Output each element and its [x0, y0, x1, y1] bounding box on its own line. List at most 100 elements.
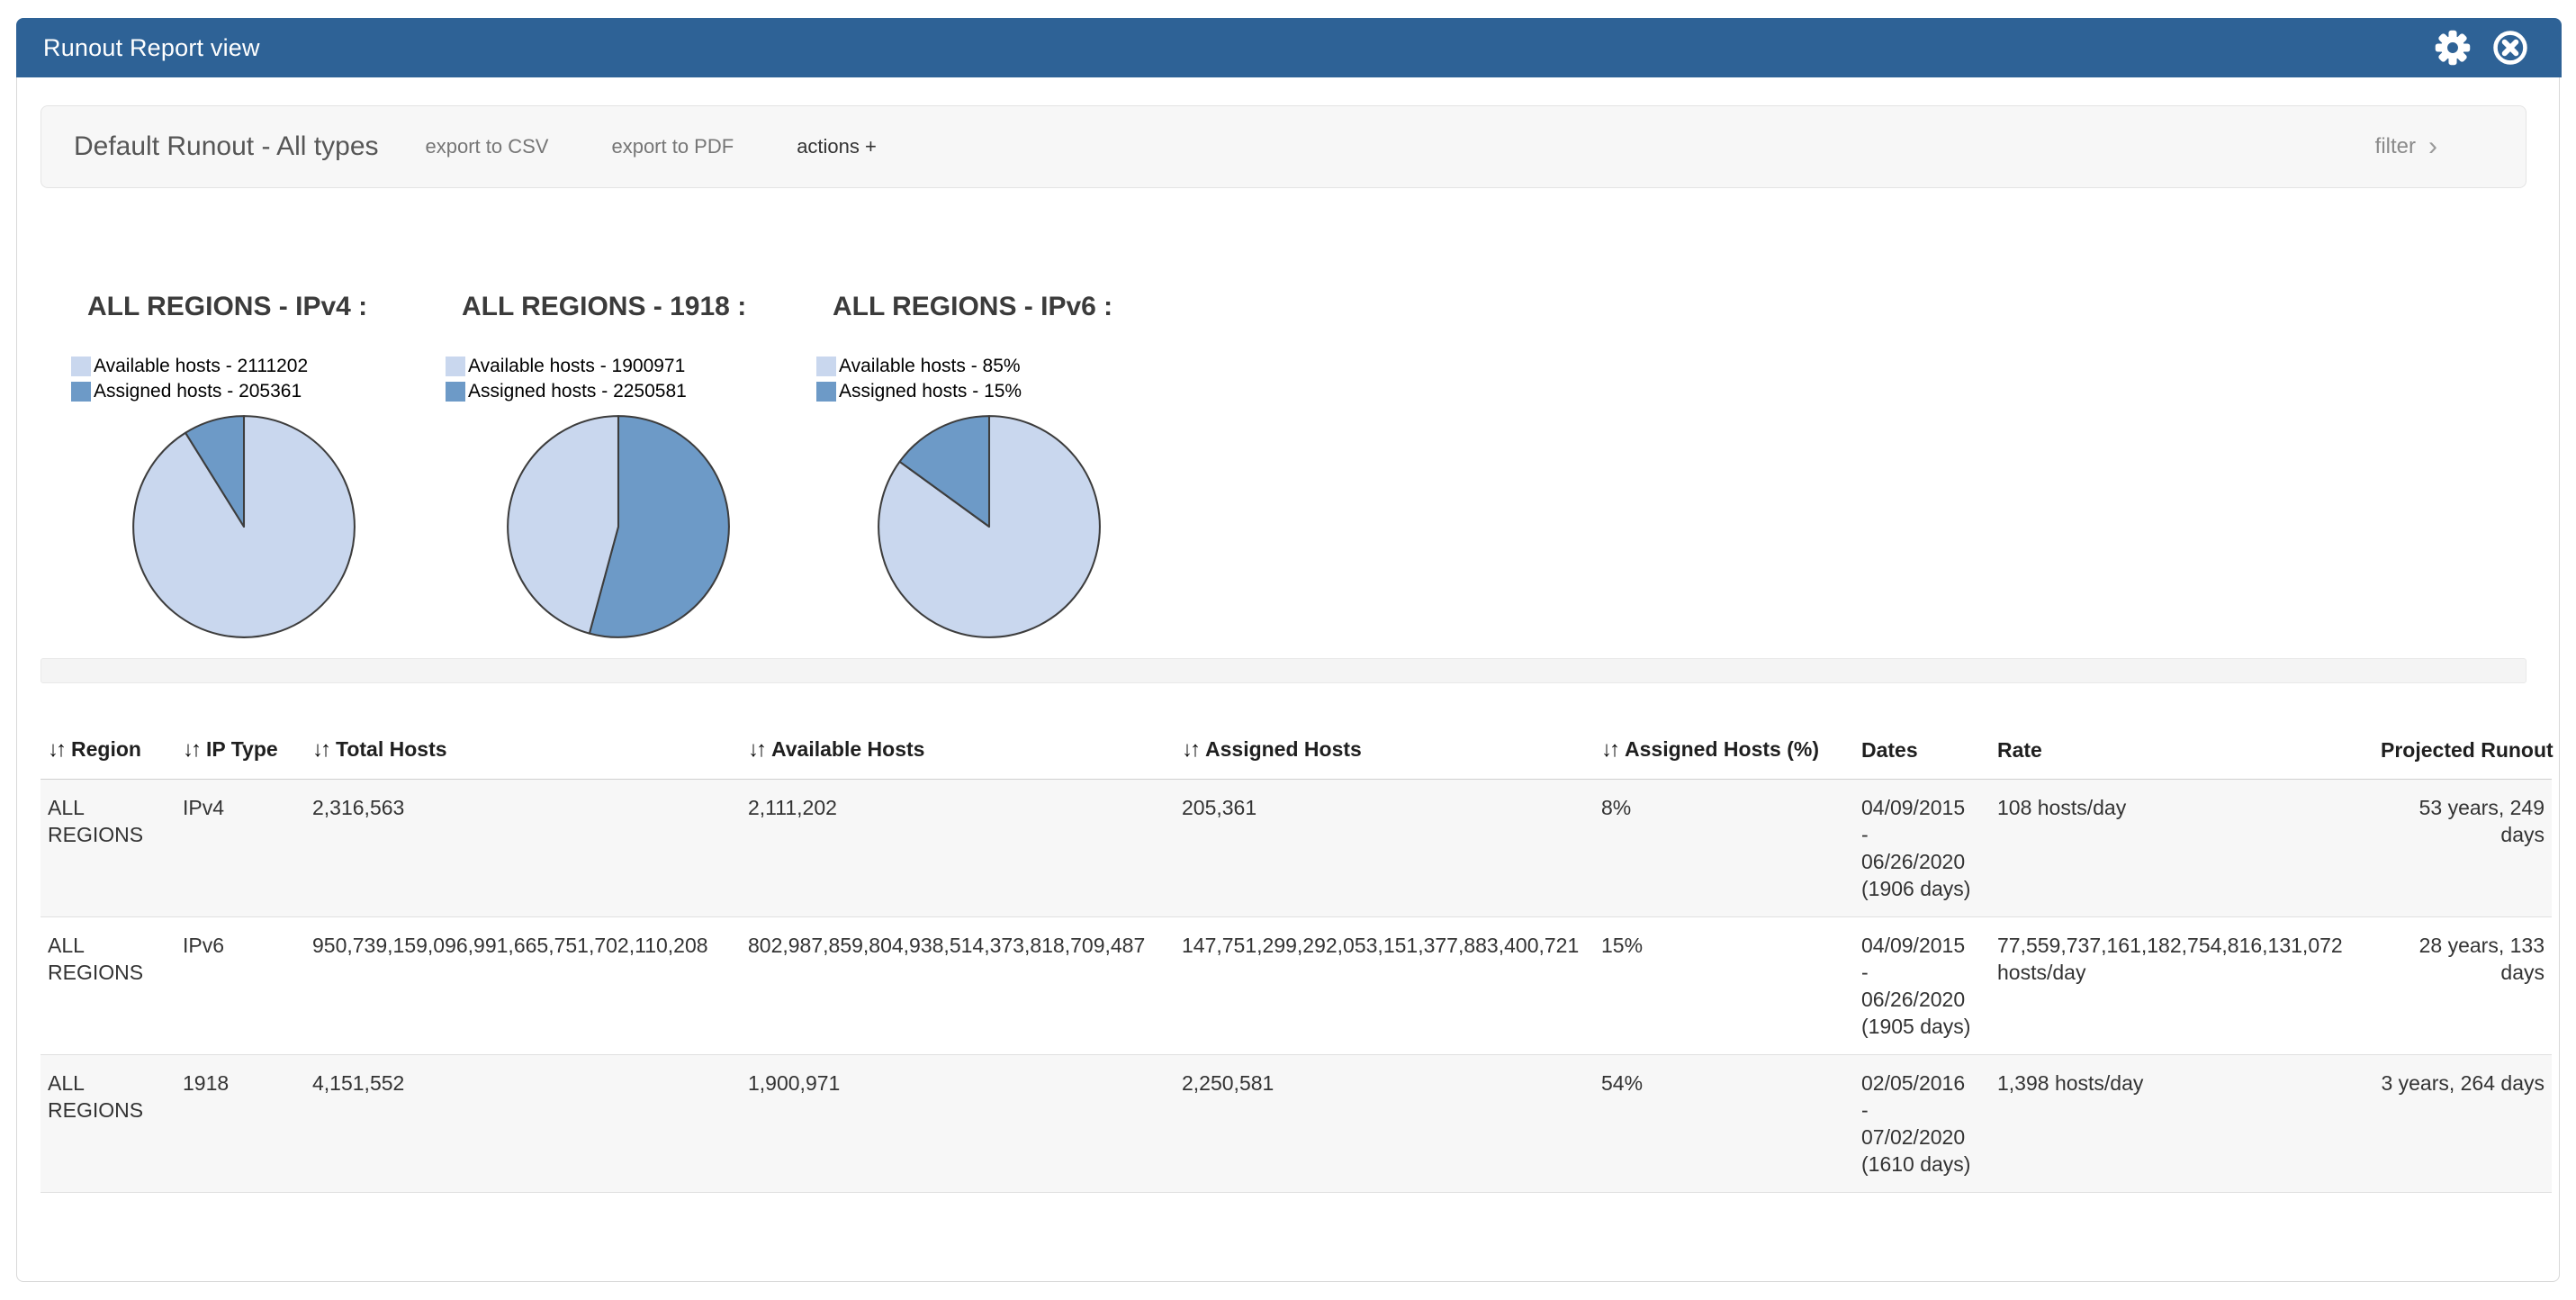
report-name: Default Runout - All types — [74, 131, 379, 161]
column-label: IP Type — [206, 737, 278, 761]
pie-slice-assigned-hosts[interactable] — [185, 415, 246, 528]
cell-dates: 04/09/2015 - 06/26/2020 (1905 days) — [1854, 916, 1990, 1055]
column-header-rate: Rate — [1990, 705, 2373, 780]
chart-legend: Available hosts - 85% Assigned hosts - 15… — [816, 354, 1162, 404]
legend-item: Available hosts - 2111202 — [71, 354, 417, 379]
column-label: Rate — [1997, 738, 2042, 762]
column-label: Assigned Hosts (%) — [1625, 737, 1819, 761]
legend-item: Assigned hosts - 205361 — [71, 379, 417, 404]
cell-assigned-hosts: 15% — [1594, 916, 1854, 1055]
cell-projected-runout: 28 years, 133 days — [2373, 916, 2552, 1055]
cell-region: ALL REGIONS — [41, 1054, 176, 1193]
legend-swatch-icon — [71, 357, 91, 376]
actions-menu-button[interactable]: actions + — [797, 135, 877, 158]
filter-label: filter — [2374, 134, 2416, 158]
filter-button[interactable]: filter › — [2375, 133, 2437, 160]
runout-report-panel: Runout Report view Default Runout - All … — [16, 18, 2562, 1282]
column-label: Projected Runout — [2381, 738, 2553, 762]
runout-table: ↓↑ Region ↓↑ IP Type ↓↑ Total Hosts ↓↑ Availabl… — [41, 705, 2553, 1193]
gear-icon[interactable] — [2434, 29, 2472, 67]
chart-legend: Available hosts - 1900971 Assigned hosts … — [446, 354, 791, 404]
pie-svg — [507, 415, 730, 638]
pie-slice-available-hosts[interactable] — [507, 415, 620, 635]
cell-rate: 77,559,737,161,182,754,816,131,072 hosts… — [1990, 916, 2373, 1055]
column-header-total-hosts[interactable]: ↓↑ Total Hosts — [305, 705, 741, 780]
column-header-projected-runout: Projected Runout — [2373, 705, 2553, 780]
export-pdf-button[interactable]: export to PDF — [611, 135, 734, 158]
sort-icon[interactable]: ↓↑ — [1601, 737, 1620, 762]
table-header-row: ↓↑ Region ↓↑ IP Type ↓↑ Total Hosts ↓↑ Availabl… — [41, 705, 2553, 780]
cell-rate: 1,398 hosts/day — [1990, 1054, 2373, 1193]
cell-region: ALL REGIONS — [41, 916, 176, 1055]
sort-icon[interactable]: ↓↑ — [48, 737, 67, 762]
cell-region: ALL REGIONS — [41, 779, 176, 917]
pie-chart-3: ALL REGIONS - IPv6 : Available hosts - 85… — [816, 289, 1162, 642]
cell-dates: 04/09/2015 - 06/26/2020 (1906 days) — [1854, 779, 1990, 917]
column-header-region[interactable]: ↓↑ Region — [41, 705, 176, 780]
cell-ip-type: IPv4 — [176, 779, 305, 917]
chevron-right-icon: › — [2428, 131, 2437, 161]
legend-swatch-icon — [816, 357, 836, 376]
table-row-1: ALL REGIONS IPv4 2,316,563 2,111,202 205,361… — [41, 779, 2552, 917]
cell-total-hosts: 4,151,552 — [305, 1054, 741, 1193]
report-toolbar: Default Runout - All types export to CSV… — [41, 105, 2526, 188]
column-header-ip-type[interactable]: ↓↑ IP Type — [176, 705, 305, 780]
legend-label: Available hosts - 1900971 — [468, 356, 686, 376]
chart-legend: Available hosts - 2111202 Assigned hosts … — [71, 354, 417, 404]
chart-title: ALL REGIONS - IPv6 : — [833, 292, 1113, 321]
pie-chart-2: ALL REGIONS - 1918 : Available hosts - 19… — [446, 289, 791, 642]
column-header-assigned-hosts[interactable]: ↓↑ Assigned Hosts (%) — [1594, 705, 1854, 780]
legend-swatch-icon — [71, 382, 91, 402]
pie-svg — [878, 415, 1101, 638]
legend-label: Assigned hosts - 205361 — [94, 381, 302, 402]
cell-rate: 108 hosts/day — [1990, 779, 2373, 917]
cell-projected-runout: 53 years, 249 days — [2373, 779, 2552, 917]
column-header-available-hosts[interactable]: ↓↑ Available Hosts — [741, 705, 1175, 780]
runout-table-container: ↓↑ Region ↓↑ IP Type ↓↑ Total Hosts ↓↑ Availabl… — [41, 705, 2553, 1193]
pie-chart-1: ALL REGIONS - IPv4 : Available hosts - 21… — [71, 289, 417, 642]
sort-icon[interactable]: ↓↑ — [1182, 737, 1201, 762]
legend-swatch-icon — [816, 382, 836, 402]
cell-dates: 02/05/2016 - 07/02/2020 (1610 days) — [1854, 1054, 1990, 1193]
legend-label: Assigned hosts - 15% — [839, 381, 1022, 402]
export-csv-button[interactable]: export to CSV — [425, 135, 549, 158]
table-row-2: ALL REGIONS IPv6 950,739,159,096,991,665,7… — [41, 916, 2552, 1055]
title-bar: Runout Report view — [16, 18, 2562, 77]
cell-available-hosts: 802,987,859,804,938,514,373,818,709,487 — [741, 916, 1175, 1055]
column-header-assigned-hosts[interactable]: ↓↑ Assigned Hosts — [1175, 705, 1594, 780]
chart-title: ALL REGIONS - IPv4 : — [87, 292, 368, 321]
chart-title: ALL REGIONS - 1918 : — [462, 292, 747, 321]
pie-slice-assigned-hosts[interactable] — [588, 415, 730, 638]
cell-ip-type: IPv6 — [176, 916, 305, 1055]
column-label: Region — [71, 737, 141, 761]
pie-slice-assigned-hosts[interactable] — [898, 415, 991, 528]
legend-item: Assigned hosts - 2250581 — [446, 379, 791, 404]
sort-icon[interactable]: ↓↑ — [183, 737, 202, 762]
table-row-3: ALL REGIONS 1918 4,151,552 1,900,971 2,250,5… — [41, 1054, 2552, 1193]
cell-assigned-hosts: 54% — [1594, 1054, 1854, 1193]
column-label: Dates — [1861, 738, 1918, 762]
column-label: Available Hosts — [771, 737, 925, 761]
legend-item: Available hosts - 1900971 — [446, 354, 791, 379]
cell-assigned-hosts: 147,751,299,292,053,151,377,883,400,721 — [1175, 916, 1594, 1055]
cell-projected-runout: 3 years, 264 days — [2373, 1054, 2552, 1193]
legend-label: Available hosts - 85% — [839, 356, 1021, 376]
cell-assigned-hosts: 205,361 — [1175, 779, 1594, 917]
charts-row: ALL REGIONS - IPv4 : Available hosts - 21… — [17, 289, 2559, 667]
legend-item: Available hosts - 85% — [816, 354, 1162, 379]
sort-icon[interactable]: ↓↑ — [312, 737, 331, 762]
table-body: ALL REGIONS IPv4 2,316,563 2,111,202 205,361… — [41, 779, 2552, 1193]
close-circle-icon[interactable] — [2491, 29, 2529, 67]
legend-swatch-icon — [446, 357, 465, 376]
cell-assigned-hosts: 2,250,581 — [1175, 1054, 1594, 1193]
cell-total-hosts: 2,316,563 — [305, 779, 741, 917]
cell-assigned-hosts: 8% — [1594, 779, 1854, 917]
cell-ip-type: 1918 — [176, 1054, 305, 1193]
cell-total-hosts: 950,739,159,096,991,665,751,702,110,208 — [305, 916, 741, 1055]
column-label: Total Hosts — [336, 737, 447, 761]
horizontal-scroll-track[interactable] — [41, 658, 2526, 683]
sort-icon[interactable]: ↓↑ — [748, 737, 767, 762]
pie-svg — [132, 415, 356, 638]
page-title: Runout Report view — [43, 33, 260, 61]
legend-item: Assigned hosts - 15% — [816, 379, 1162, 404]
